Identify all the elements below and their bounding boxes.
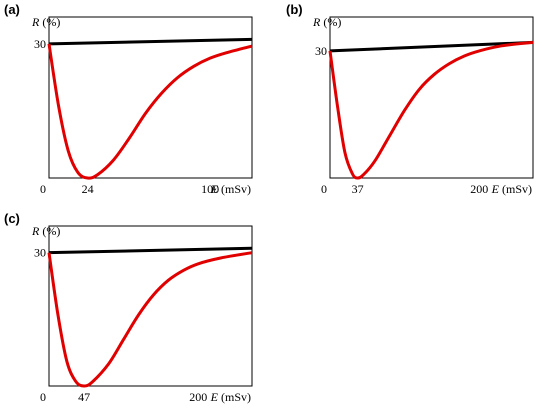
x-axis-title: E (mSv) [210,182,251,196]
x-tick-label: 200 [470,182,488,196]
panel-label: (b) [286,2,303,17]
series-line-black [48,37,253,46]
plot-frame [329,16,534,179]
series-line-black [329,40,534,53]
x-tick-label: 47 [78,390,90,404]
panel-label: (c) [4,211,20,226]
series-curve-red [47,251,253,388]
x-tick-label: 0 [40,182,46,196]
y-axis-title: R (%) [312,15,341,29]
x-axis-title: E (mSv) [210,390,251,404]
x-axis-title: E (mSv) [491,182,532,196]
x-tick-label: 37 [352,182,364,196]
x-tick-label: 0 [321,182,327,196]
chart-panel: (c) R (%) 30 0 47 200 E (mSv) [4,211,253,404]
y-tick-label: 30 [315,44,327,58]
series-curve-red [328,40,534,180]
panel-label: (a) [4,2,20,17]
x-tick-label: 0 [40,390,46,404]
y-axis-title: R (%) [31,224,60,238]
plot-frame [48,16,253,179]
chart-panel: (b) R (%) 30 0 37 200 E (mSv) [286,2,534,196]
series-line-black [48,246,253,255]
series-curve-red [47,43,253,180]
y-tick-label: 30 [34,37,46,51]
plot-frame [48,225,253,387]
x-tick-label: 24 [82,182,94,196]
x-tick-label: 200 [189,390,207,404]
x-tick-label: 100 [201,182,219,196]
y-tick-label: 30 [34,246,46,260]
y-axis-title: R (%) [31,15,60,29]
